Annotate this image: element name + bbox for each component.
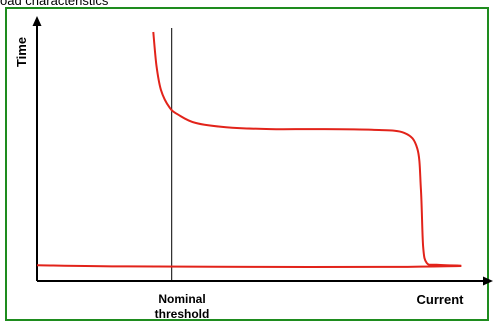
x-axis-label: Current [417,292,465,307]
figure-frame [5,7,489,321]
page-title-fragment: oad characteristics [0,0,109,8]
nominal-threshold-label-line1: Nominal [158,292,205,306]
y-axis-arrow [32,16,42,26]
trip-curve-series [152,31,462,267]
y-axis-label: Time [14,37,29,67]
baseline-series [36,264,462,269]
nominal-threshold-label-line2: threshold [155,307,210,321]
x-axis-arrow [483,276,493,286]
